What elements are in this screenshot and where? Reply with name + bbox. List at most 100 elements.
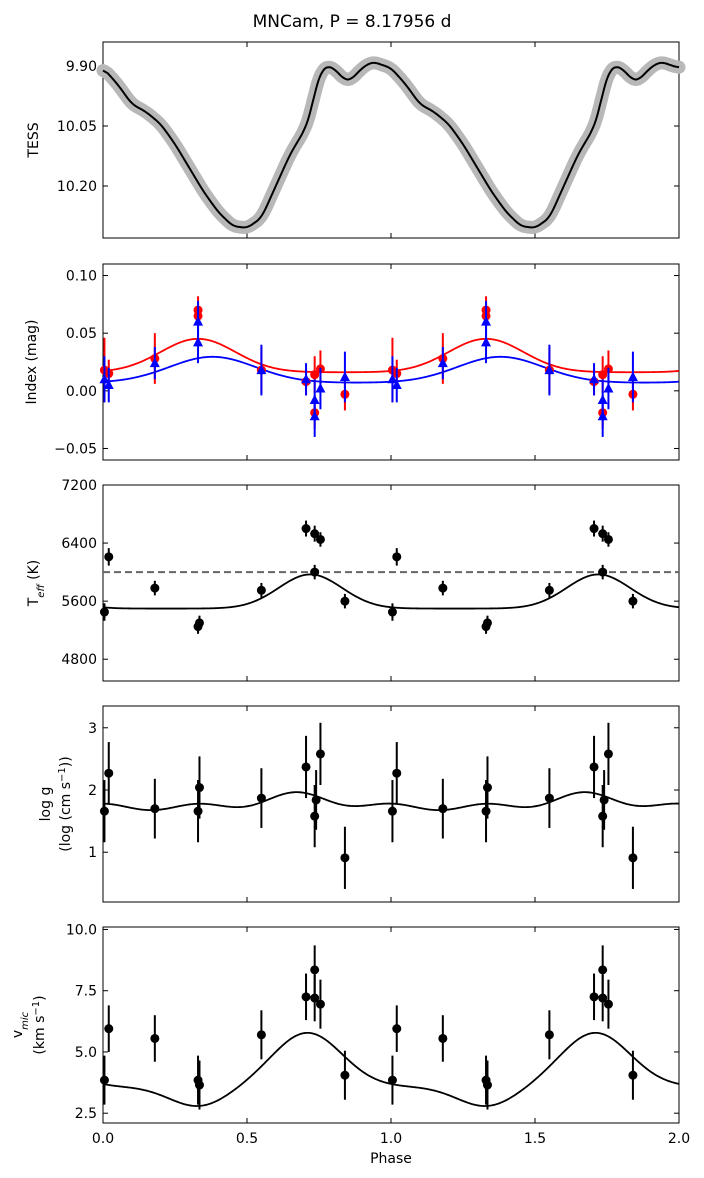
vmic-point	[598, 965, 608, 975]
y-tick-label: 10.0	[66, 922, 97, 938]
logg-point	[104, 768, 114, 778]
y-axis-label: Teff (K)	[26, 560, 47, 608]
y-tick-label: 4800	[61, 652, 97, 668]
logg-point	[194, 783, 204, 793]
blue-index-point	[627, 371, 638, 381]
blue-index-point	[597, 394, 608, 405]
tess-model-curve	[102, 61, 680, 229]
vmic-point	[99, 1075, 109, 1085]
vmic-fit	[102, 1031, 680, 1107]
teff-point	[99, 607, 109, 617]
teff-point	[150, 583, 160, 593]
teff-point	[392, 552, 402, 562]
teff-point	[387, 607, 397, 617]
y-tick-label: 1	[88, 845, 97, 861]
vmic-point	[438, 1033, 448, 1043]
blue-index-point	[603, 383, 614, 393]
blue-index-point	[301, 373, 312, 384]
y-tick-label: 2.5	[75, 1106, 97, 1122]
y-tick-label: 3	[88, 721, 97, 737]
blue-index-point	[437, 357, 448, 368]
logg-point	[99, 806, 109, 816]
x-tick-label: 0.0	[92, 1131, 114, 1147]
y-tick-label: 0.05	[66, 326, 97, 342]
vmic-point	[544, 1030, 554, 1040]
y-tick-label: 7200	[61, 478, 97, 494]
blue-index-point	[387, 373, 398, 384]
teff-point	[438, 583, 448, 593]
logg-point	[256, 793, 266, 803]
vmic-point	[589, 992, 599, 1002]
panels: 9.90 10.05 10.20 TESS 0.10 0.05 0.00 −0.05 Index…	[10, 41, 690, 1147]
panel-logg: 3 2 1 log g (log (cm s−1))	[38, 705, 680, 903]
vmic-point	[150, 1033, 160, 1043]
blue-index-point	[481, 316, 492, 326]
x-axis-label: Phase	[370, 1151, 412, 1167]
blue-index-point	[589, 373, 600, 384]
logg-point	[193, 806, 203, 816]
teff-point	[340, 596, 350, 606]
y-tick-label: 2	[88, 783, 97, 799]
vmic-point	[603, 999, 613, 1009]
vmic-point	[310, 993, 320, 1003]
logg-point	[481, 806, 491, 816]
panel-vmic: 0.0 0.5 1.0 1.5 2.0 10.0 7.5 5.0 2.5 vmic (km s−1)	[10, 922, 690, 1147]
y-axis-label: (km s−1)	[31, 995, 49, 1054]
vmic-point	[104, 1024, 114, 1034]
vmic-point	[194, 1080, 204, 1090]
logg-point	[589, 762, 599, 772]
teff-point	[589, 524, 599, 534]
axes-frame	[102, 263, 680, 461]
panel-tess: 9.90 10.05 10.20 TESS	[26, 41, 686, 239]
blue-index-point	[99, 373, 110, 384]
teff-point	[598, 529, 608, 539]
teff-point	[104, 552, 114, 562]
x-tick-label: 0.5	[236, 1131, 258, 1147]
logg-point	[628, 853, 638, 863]
logg-point	[150, 804, 160, 814]
y-axis-label: (log (cm s−1))	[57, 756, 75, 851]
x-tick-label: 1.0	[380, 1131, 402, 1147]
logg-point	[340, 853, 350, 863]
blue-index-point	[193, 316, 204, 326]
y-tick-label: 9.90	[66, 59, 97, 75]
logg-point	[599, 795, 609, 805]
red-index-point	[310, 370, 320, 380]
teff-point	[544, 585, 554, 595]
blue-index-point	[149, 357, 160, 368]
teff-point	[310, 567, 320, 577]
y-axis-label: log g	[38, 787, 54, 822]
teff-point	[310, 529, 320, 539]
logg-point	[598, 811, 608, 821]
teff-point	[482, 618, 492, 628]
y-tick-label: 5600	[61, 594, 97, 610]
y-tick-label: 5.0	[75, 1045, 97, 1061]
blue-index-point	[315, 383, 326, 393]
blue-index-point	[309, 394, 320, 405]
vmic-point	[315, 999, 325, 1009]
logg-point	[315, 749, 325, 759]
logg-point	[392, 768, 402, 778]
logg-point	[301, 762, 311, 772]
teff-point	[628, 596, 638, 606]
blue-index-point	[544, 364, 555, 375]
vmic-point	[256, 1030, 266, 1040]
teff-point	[301, 524, 311, 534]
logg-point	[438, 804, 448, 814]
y-tick-label: 0.10	[66, 269, 97, 285]
teff-point	[603, 534, 613, 544]
blue-index-point	[339, 371, 350, 381]
vmic-point	[301, 992, 311, 1002]
logg-point	[310, 811, 320, 821]
blue-index-point	[481, 336, 492, 347]
chart-title: MNCam, P = 8.17956 d	[253, 12, 452, 32]
vmic-point	[310, 965, 320, 975]
axes-frame	[102, 926, 680, 1124]
y-tick-label: 0.00	[66, 384, 97, 400]
logg-point	[544, 793, 554, 803]
vmic-point	[392, 1024, 402, 1034]
x-tick-label: 2.0	[668, 1131, 690, 1147]
teff-point	[194, 618, 204, 628]
panel-index: 0.10 0.05 0.00 −0.05 Index (mag)	[24, 263, 680, 461]
